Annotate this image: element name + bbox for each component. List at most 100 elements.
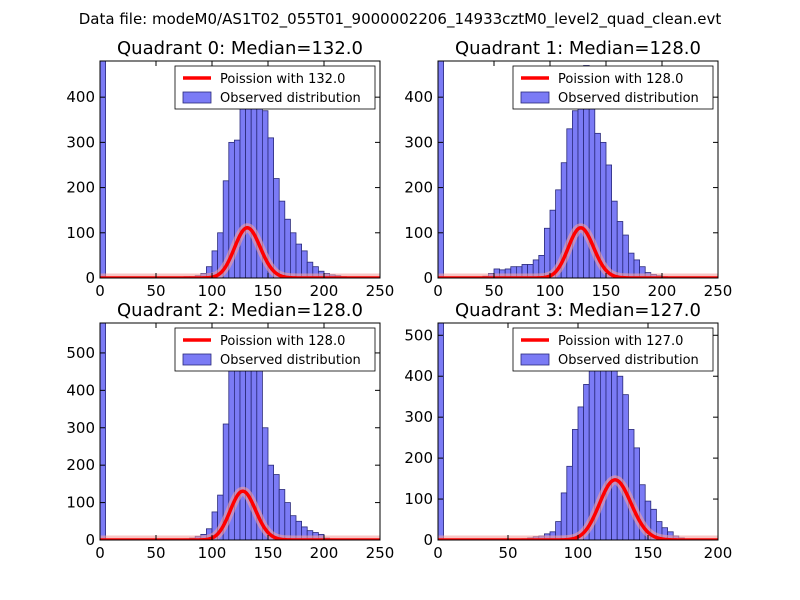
histogram-bar xyxy=(577,406,584,540)
subplot-3: Quadrant 3: Median=127.0 0 50 100 150 200 0 100… xyxy=(404,300,732,562)
subplot-title: Quadrant 0: Median=132.0 xyxy=(117,38,363,59)
histogram-bar xyxy=(616,375,624,540)
legend-label-poisson: Poission with 127.0 xyxy=(558,334,683,349)
histogram-bar xyxy=(611,347,618,540)
histogram-bar xyxy=(233,356,241,540)
y-tick-label: 100 xyxy=(404,224,433,242)
histogram-bar xyxy=(622,234,629,278)
y-tick-label: 0 xyxy=(85,531,95,549)
x-tick-label: 150 xyxy=(592,282,621,300)
poisson-curve xyxy=(438,226,718,278)
histogram-bar xyxy=(239,96,246,278)
y-tick-label: 0 xyxy=(423,269,433,287)
histogram-bar xyxy=(295,243,302,278)
subplot-title: Quadrant 3: Median=127.0 xyxy=(455,300,701,321)
x-tick-label: 100 xyxy=(536,282,565,300)
y-tick-label: 400 xyxy=(404,88,433,106)
axes-frame xyxy=(99,60,381,279)
y-tick-label: 100 xyxy=(66,224,95,242)
y-tick-label: 200 xyxy=(404,179,433,197)
y-tick-label: 100 xyxy=(404,490,433,508)
histogram-bar xyxy=(273,474,280,540)
histogram-bar xyxy=(605,164,612,278)
axes-frame xyxy=(99,322,381,541)
x-tick-label: 250 xyxy=(366,544,395,562)
legend-box xyxy=(512,327,714,372)
histogram-bar xyxy=(628,429,635,540)
histogram-bar xyxy=(560,492,568,540)
x-tick-label: 50 xyxy=(498,544,517,562)
x-tick-label: 50 xyxy=(146,282,165,300)
histogram-bar xyxy=(438,61,444,278)
legend-label-observed: Observed distribution xyxy=(558,91,699,106)
x-tick-label: 200 xyxy=(310,544,339,562)
y-tick-label: 0 xyxy=(85,269,95,287)
histogram-bar xyxy=(289,232,297,278)
histogram-bar xyxy=(438,323,444,540)
legend: Poission with 132.0 Observed distribution xyxy=(174,65,376,110)
histogram-bar xyxy=(100,61,106,278)
y-tick-label: 300 xyxy=(404,133,433,151)
histogram-bar xyxy=(616,221,624,278)
x-tick-label: 250 xyxy=(704,282,733,300)
y-tick-label: 200 xyxy=(66,456,95,474)
histogram-bar xyxy=(239,345,246,540)
y-tick-label: 100 xyxy=(66,494,95,512)
y-tick-label: 300 xyxy=(66,133,95,151)
plot-area xyxy=(438,61,718,278)
x-tick-label: 100 xyxy=(198,544,227,562)
legend-bar-swatch xyxy=(182,353,212,366)
legend-label-observed: Observed distribution xyxy=(220,353,361,368)
x-tick-label: 150 xyxy=(254,282,283,300)
histogram-bar xyxy=(572,429,579,540)
legend-label-poisson: Poission with 128.0 xyxy=(220,334,345,349)
y-tick-label: 200 xyxy=(404,449,433,467)
figure-title: Data file: modeM0/AS1T02_055T01_90000022… xyxy=(79,10,722,29)
subplot-grid: Quadrant 0: Median=132.0 0 50 100 150 200 250 0… xyxy=(66,38,732,562)
x-tick-label: 100 xyxy=(198,282,227,300)
legend-label-poisson: Poission with 128.0 xyxy=(558,72,683,87)
histogram-bar xyxy=(284,502,291,540)
legend-label-observed: Observed distribution xyxy=(220,91,361,106)
x-tick-label: 100 xyxy=(564,544,593,562)
x-tick-label: 0 xyxy=(95,282,105,300)
legend: Poission with 128.0 Observed distribution xyxy=(174,327,376,372)
y-tick-label: 500 xyxy=(66,344,95,362)
legend-label-poisson: Poission with 132.0 xyxy=(220,72,345,87)
histogram-bar xyxy=(572,110,579,278)
x-tick-label: 0 xyxy=(433,282,443,300)
x-tick-label: 150 xyxy=(634,544,663,562)
x-tick-label: 50 xyxy=(146,544,165,562)
y-tick-label: 300 xyxy=(66,419,95,437)
y-tick-label: 400 xyxy=(66,381,95,399)
x-tick-label: 50 xyxy=(484,282,503,300)
subplot-title: Quadrant 1: Median=128.0 xyxy=(455,38,701,59)
histogram-bar xyxy=(100,323,106,540)
histogram-bar xyxy=(278,200,286,278)
histogram-bar xyxy=(566,465,573,540)
legend-bar-swatch xyxy=(182,91,212,104)
histogram-bar xyxy=(583,384,590,540)
legend: Poission with 127.0 Observed distribution xyxy=(512,327,714,372)
subplot-0: Quadrant 0: Median=132.0 0 50 100 150 200 250 0… xyxy=(66,38,394,300)
x-tick-label: 150 xyxy=(254,544,283,562)
legend-bar-swatch xyxy=(520,91,550,104)
y-tick-label: 500 xyxy=(404,326,433,344)
histogram-bar xyxy=(245,92,252,278)
y-tick-label: 400 xyxy=(66,88,95,106)
y-tick-label: 300 xyxy=(404,408,433,426)
legend: Poission with 128.0 Observed distribution xyxy=(512,65,714,110)
y-tick-label: 400 xyxy=(404,367,433,385)
subplot-1: Quadrant 1: Median=128.0 0 50 100 150 200 250 0… xyxy=(404,38,732,300)
x-tick-label: 0 xyxy=(95,544,105,562)
x-tick-label: 250 xyxy=(366,282,395,300)
x-tick-label: 200 xyxy=(648,282,677,300)
x-tick-label: 200 xyxy=(310,282,339,300)
legend-label-observed: Observed distribution xyxy=(558,353,699,368)
poisson-curve xyxy=(100,226,380,278)
histogram-bar xyxy=(278,489,286,540)
histogram-bar xyxy=(284,218,291,278)
histogram-bar xyxy=(273,178,280,278)
histogram-bar xyxy=(611,200,618,278)
